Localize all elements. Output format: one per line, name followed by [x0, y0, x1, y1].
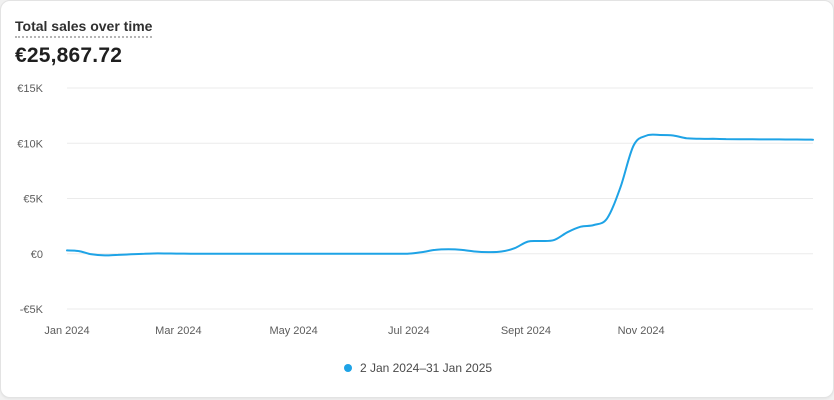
- total-sales-value: €25,867.72: [15, 44, 123, 67]
- y-tick-label: €10K: [17, 138, 43, 150]
- x-tick-label: Nov 2024: [618, 325, 665, 337]
- legend-dot: [343, 364, 352, 372]
- x-tick-label: Mar 2024: [155, 325, 201, 337]
- legend-label: 2 Jan 2024–31 Jan 2025: [359, 361, 493, 375]
- chart-title[interactable]: Total sales over time: [15, 18, 153, 38]
- chart-legend[interactable]: 2 Jan 2024–31 Jan 2025: [1, 361, 833, 375]
- x-tick-label: Jan 2024: [44, 325, 89, 337]
- y-tick-label: €0: [31, 249, 43, 261]
- y-tick-label: -€5K: [20, 304, 44, 316]
- x-tick-label: Sept 2024: [501, 325, 551, 337]
- x-axis-ticks: Jan 2024 Mar 2024 May 2024 Jul 2024 Sept 202…: [44, 325, 664, 337]
- y-tick-label: €5K: [23, 194, 43, 206]
- y-tick-label: €15K: [17, 83, 43, 95]
- y-axis-ticks: €15K €10K €5K €0 -€5K: [17, 83, 43, 316]
- x-tick-label: May 2024: [269, 325, 317, 337]
- series-line[interactable]: [66, 133, 814, 257]
- chart-gridlines: [67, 87, 813, 310]
- chart-series: [66, 133, 814, 257]
- x-tick-label: Jul 2024: [388, 325, 430, 337]
